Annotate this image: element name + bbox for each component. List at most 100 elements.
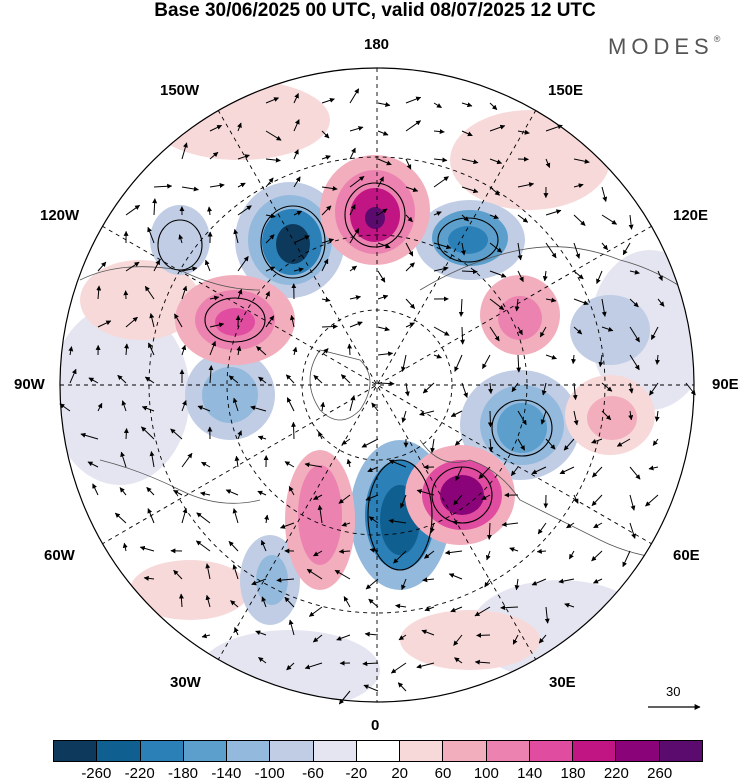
wind-vector	[276, 577, 295, 583]
wind-vector	[571, 354, 577, 365]
colorbar-tick-label: 140	[517, 765, 543, 782]
wind-vector	[405, 262, 415, 272]
wind-vector	[293, 235, 310, 244]
wind-vector	[593, 522, 603, 529]
wind-vector	[517, 214, 529, 223]
colorbar-tick-label: 60	[434, 765, 452, 782]
wind-vector	[349, 176, 365, 188]
wind-vector	[265, 97, 280, 104]
wind-vector	[531, 578, 547, 586]
wind-vector	[321, 155, 331, 160]
colorbar-swatch	[183, 741, 228, 761]
wind-vector	[69, 368, 77, 384]
wind-vector	[209, 295, 220, 301]
lon-label-150w: 150W	[160, 82, 200, 99]
wind-vector	[433, 102, 442, 109]
colorbar-tick-label: -20	[345, 765, 368, 782]
wind-vector	[255, 630, 267, 636]
wind-vector	[616, 438, 631, 447]
wind-vector	[349, 228, 360, 244]
wind-vector	[450, 606, 463, 613]
wind-vector	[405, 158, 412, 170]
colorbar-swatch	[659, 741, 702, 761]
wind-vector	[237, 154, 250, 160]
wind-vector	[313, 550, 323, 557]
wind-vector	[517, 182, 535, 188]
wind-vector	[59, 403, 71, 412]
wind-vector	[338, 690, 351, 705]
lon-label-120w: 120W	[40, 207, 80, 224]
wind-vector	[559, 466, 575, 475]
wind-vector	[321, 258, 329, 272]
wind-vector	[284, 596, 295, 608]
wind-vector	[80, 432, 99, 440]
wind-vector	[321, 130, 330, 139]
wind-vector	[405, 242, 414, 257]
wind-vector	[488, 382, 494, 394]
wind-vector	[144, 376, 155, 384]
colorbar-swatch	[486, 741, 530, 761]
wind-vector	[321, 186, 338, 191]
wind-vector	[97, 320, 112, 328]
colorbar-tick-label: 20	[391, 765, 408, 782]
wind-vector	[121, 400, 127, 412]
wind-vector	[125, 204, 141, 216]
wind-vector	[573, 183, 584, 189]
colorbar-tick-label: -180	[167, 765, 199, 782]
wind-vector	[419, 410, 435, 417]
wind-vector	[362, 661, 379, 667]
wind-vector	[416, 489, 435, 496]
wind-vector	[685, 382, 696, 396]
wind-vector	[401, 578, 407, 591]
colorbar-swatch	[54, 741, 98, 761]
wind-vector	[368, 516, 379, 524]
wind-vector	[573, 158, 590, 164]
wind-vector	[153, 259, 161, 272]
wind-vector	[573, 326, 583, 335]
wind-vector	[629, 494, 636, 511]
wind-vector	[293, 210, 303, 216]
wind-vector	[152, 198, 158, 216]
wind-vector	[397, 682, 407, 692]
wind-vector	[377, 381, 395, 387]
wind-vector	[321, 97, 335, 104]
lon-label-90e: 90E	[712, 376, 739, 393]
wind-vector	[234, 455, 240, 468]
wind-vector	[400, 494, 407, 509]
wind-vector	[511, 382, 519, 393]
wind-vector	[291, 421, 297, 440]
wind-vector	[601, 298, 607, 317]
wind-vector	[537, 522, 547, 535]
wind-vector	[237, 255, 249, 272]
wind-vector	[388, 518, 407, 524]
wind-vector	[509, 547, 519, 552]
colorbar-swatch	[356, 741, 401, 761]
wind-vector	[545, 209, 562, 216]
wind-vector	[652, 438, 659, 446]
wind-vector	[313, 374, 323, 384]
wind-vector	[284, 461, 295, 468]
wind-vector	[404, 382, 410, 397]
wind-vector	[433, 353, 442, 359]
wind-vector	[545, 158, 551, 169]
wind-vector	[377, 270, 386, 283]
wind-vector	[181, 186, 199, 192]
wind-vector	[288, 486, 295, 496]
lon-label-90w: 90W	[14, 376, 45, 393]
wind-vector	[234, 627, 239, 636]
wind-vector	[265, 213, 276, 219]
wind-vector	[200, 491, 211, 497]
lon-label-30w: 30W	[170, 674, 201, 691]
wind-vector	[489, 158, 503, 165]
wind-vector	[395, 603, 407, 609]
wind-vector	[654, 354, 660, 365]
wind-vector	[393, 550, 407, 564]
wind-vector	[119, 487, 127, 496]
wind-vector	[474, 606, 491, 617]
wind-vector	[178, 234, 184, 244]
wind-vector	[628, 382, 634, 394]
lon-label-30e: 30E	[549, 674, 576, 691]
colorbar-tick-label: 260	[647, 765, 673, 782]
wind-vector	[173, 569, 183, 580]
wind-vector	[286, 397, 295, 412]
